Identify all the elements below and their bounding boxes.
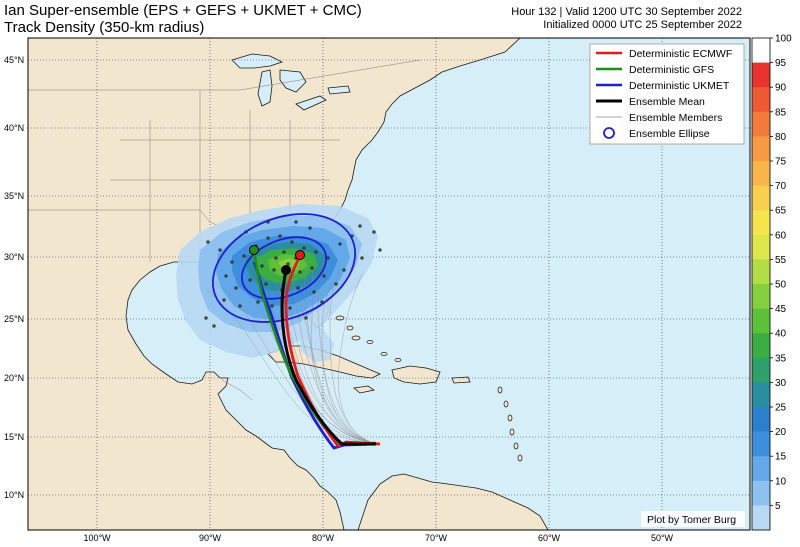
- colorbar-label: 60: [775, 230, 787, 241]
- ensemble-ellipses: [211, 213, 357, 323]
- legend-label-ellipse: Ensemble Ellipse: [629, 128, 710, 140]
- colorbar-label: 30: [775, 378, 787, 389]
- mean-track: [280, 269, 376, 446]
- lake-erie: [295, 95, 327, 111]
- colorbar-swatch: [752, 284, 770, 310]
- colorbar: 100 95 90 85 80 75 70 65 60 55 50 45 40 35 30 25 20 15 10 5: [751, 34, 792, 531]
- lake-ontario: [327, 85, 351, 95]
- lat-label: 45°N: [4, 55, 24, 65]
- title-line-1: Ian Super-ensemble (EPS + GEFS + UKMET +…: [4, 2, 362, 19]
- colorbar-label: 70: [775, 181, 787, 192]
- gfs-endpoint: [249, 245, 259, 255]
- plot-frame: [27, 37, 751, 531]
- legend-label-ecmwf: Deterministic ECMWF: [629, 48, 732, 60]
- colorbar-label: 5: [775, 501, 781, 512]
- colorbar-label: 90: [775, 83, 787, 94]
- colorbar-swatch: [752, 259, 770, 285]
- colorbar-swatch: [752, 505, 770, 531]
- colorbar-swatch: [752, 111, 770, 137]
- lon-label: 80°W: [312, 533, 335, 543]
- colorbar-swatch: [752, 480, 770, 506]
- colorbar-label: 40: [775, 329, 787, 340]
- colorbar-label: 55: [775, 255, 787, 266]
- colorbar-label: 35: [775, 353, 787, 364]
- legend-label-ukmet: Deterministic UKMET: [629, 80, 730, 92]
- lat-label: 20°N: [4, 373, 24, 383]
- title-line-2: Track Density (350-km radius): [4, 19, 205, 36]
- valid-time: Hour 132 | Valid 1200 UTC 30 September 2…: [511, 6, 742, 18]
- init-time: Initialized 0000 UTC 25 September 2022: [543, 19, 742, 31]
- small-islands: [335, 315, 523, 462]
- colorbar-swatch: [752, 234, 770, 260]
- latitude-labels: 45°N 40°N 35°N 30°N 25°N 20°N 15°N 10°N: [4, 55, 24, 500]
- lat-label: 25°N: [4, 314, 24, 324]
- colorbar-swatch: [752, 161, 770, 187]
- colorbar-label: 20: [775, 427, 787, 438]
- lake-michigan: [257, 69, 273, 107]
- legend-label-members: Ensemble Members: [629, 112, 722, 124]
- colorbar-label: 15: [775, 452, 787, 463]
- colorbar-swatch: [752, 431, 770, 457]
- colorbar-label: 50: [775, 280, 787, 291]
- colorbar-swatch: [752, 456, 770, 482]
- lon-label: 60°W: [538, 533, 561, 543]
- ecmwf-endpoint: [295, 250, 305, 260]
- colorbar-swatch: [752, 308, 770, 334]
- title-block: Ian Super-ensemble (EPS + GEFS + UKMET +…: [4, 2, 362, 36]
- lon-label: 50°W: [651, 533, 674, 543]
- lat-label: 10°N: [4, 490, 24, 500]
- legend-label-mean: Ensemble Mean: [629, 96, 705, 108]
- colorbar-label: 10: [775, 476, 787, 487]
- legend-swatch-ellipse: [603, 127, 615, 139]
- colorbar-swatch: [752, 210, 770, 236]
- legend-box: [589, 43, 745, 145]
- lon-label: 90°W: [199, 533, 222, 543]
- colorbar-label: 65: [775, 206, 787, 217]
- lat-label: 40°N: [4, 123, 24, 133]
- credit-box: [641, 511, 745, 527]
- mean-endpoint: [281, 265, 291, 275]
- colorbar-label: 85: [775, 107, 787, 118]
- colorbar-label: 75: [775, 157, 787, 168]
- land-puerto-rico: [451, 376, 471, 384]
- lake-superior: [231, 53, 284, 69]
- land-south-america: [357, 473, 549, 530]
- credit: Plot by Tomer Burg: [647, 514, 736, 526]
- lat-label: 30°N: [4, 252, 24, 262]
- colorbar-swatch: [752, 185, 770, 211]
- colorbar-label: 95: [775, 58, 787, 69]
- legend: Deterministic ECMWF Deterministic GFS De…: [589, 43, 745, 145]
- lon-label: 70°W: [425, 533, 448, 543]
- colorbar-swatch: [752, 357, 770, 383]
- colorbar-swatch: [752, 87, 770, 113]
- colorbar-swatch: [752, 38, 770, 64]
- colorbar-swatch: [752, 407, 770, 433]
- colorbar-swatch: [752, 382, 770, 408]
- colorbar-label: 100: [775, 34, 792, 45]
- lon-label: 100°W: [83, 533, 111, 543]
- colorbar-swatch: [752, 136, 770, 162]
- colorbar-label: 45: [775, 304, 787, 315]
- colorbar-swatch: [752, 333, 770, 359]
- lat-label: 15°N: [4, 432, 24, 442]
- longitude-labels: 100°W 90°W 80°W 70°W 60°W 50°W: [83, 533, 673, 543]
- colorbar-label: 80: [775, 132, 787, 143]
- legend-label-gfs: Deterministic GFS: [629, 64, 714, 76]
- ensemble-member-dots: [204, 220, 382, 328]
- land-jamaica: [353, 385, 376, 394]
- colorbar-label: 25: [775, 403, 787, 414]
- lat-label: 35°N: [4, 191, 24, 201]
- valid-block: Hour 132 | Valid 1200 UTC 30 September 2…: [511, 6, 742, 32]
- land-hispaniola: [391, 365, 441, 385]
- colorbar-swatch: [752, 62, 770, 88]
